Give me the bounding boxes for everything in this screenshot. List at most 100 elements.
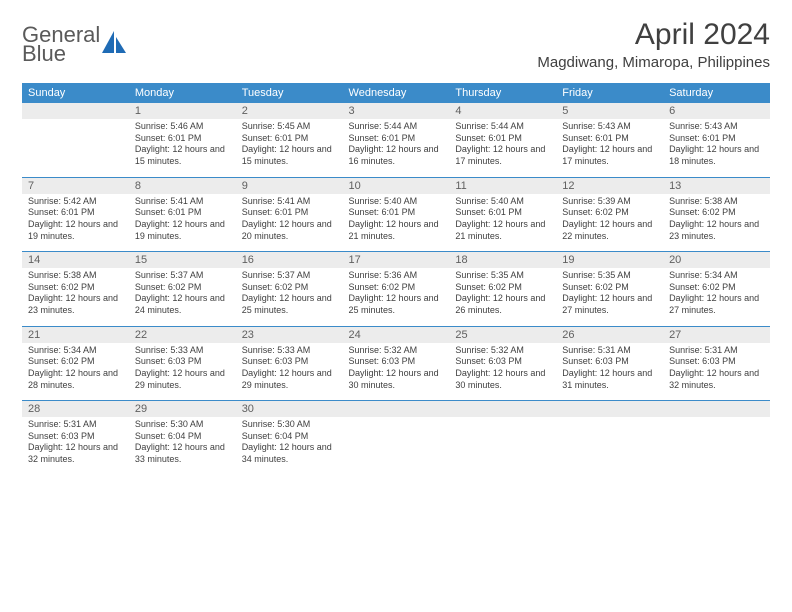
day-detail-line: Sunset: 6:03 PM	[28, 431, 123, 443]
weekday-header: Thursday	[449, 83, 556, 103]
day-cell: Sunrise: 5:31 AMSunset: 6:03 PMDaylight:…	[663, 343, 770, 401]
day-detail-line: Sunrise: 5:32 AM	[349, 345, 444, 357]
day-detail-line: Sunrise: 5:46 AM	[135, 121, 230, 133]
weekday-header: Monday	[129, 83, 236, 103]
page-header: General Blue April 2024 Magdiwang, Mimar…	[22, 18, 770, 71]
day-cell: Sunrise: 5:40 AMSunset: 6:01 PMDaylight:…	[449, 194, 556, 252]
day-detail-line: Daylight: 12 hours and 32 minutes.	[669, 368, 764, 391]
day-number: 16	[236, 252, 343, 268]
day-number: 12	[556, 178, 663, 194]
day-cell: Sunrise: 5:31 AMSunset: 6:03 PMDaylight:…	[556, 343, 663, 401]
day-number: 26	[556, 327, 663, 343]
day-number	[663, 401, 770, 417]
day-detail-line: Daylight: 12 hours and 25 minutes.	[242, 293, 337, 316]
day-detail-line: Sunset: 6:01 PM	[135, 207, 230, 219]
day-detail-line: Daylight: 12 hours and 16 minutes.	[349, 144, 444, 167]
day-detail-line: Sunrise: 5:36 AM	[349, 270, 444, 282]
day-cell	[449, 417, 556, 475]
brand-text: General Blue	[22, 26, 100, 63]
day-number: 25	[449, 327, 556, 343]
day-detail-line: Sunset: 6:02 PM	[455, 282, 550, 294]
day-detail-line: Sunset: 6:02 PM	[28, 282, 123, 294]
day-number: 18	[449, 252, 556, 268]
day-detail-line: Sunset: 6:01 PM	[135, 133, 230, 145]
day-detail-line: Daylight: 12 hours and 29 minutes.	[135, 368, 230, 391]
day-detail-line: Sunrise: 5:34 AM	[669, 270, 764, 282]
day-cell	[556, 417, 663, 475]
day-detail-line: Daylight: 12 hours and 15 minutes.	[135, 144, 230, 167]
day-number: 23	[236, 327, 343, 343]
day-detail-line: Sunrise: 5:31 AM	[562, 345, 657, 357]
day-cell: Sunrise: 5:32 AMSunset: 6:03 PMDaylight:…	[449, 343, 556, 401]
day-cell: Sunrise: 5:37 AMSunset: 6:02 PMDaylight:…	[236, 268, 343, 326]
location-text: Magdiwang, Mimaropa, Philippines	[537, 54, 770, 71]
day-content-row: Sunrise: 5:34 AMSunset: 6:02 PMDaylight:…	[22, 343, 770, 401]
day-number: 6	[663, 103, 770, 119]
day-number	[556, 401, 663, 417]
day-cell: Sunrise: 5:44 AMSunset: 6:01 PMDaylight:…	[449, 119, 556, 177]
day-content-row: Sunrise: 5:42 AMSunset: 6:01 PMDaylight:…	[22, 194, 770, 252]
day-detail-line: Sunrise: 5:31 AM	[669, 345, 764, 357]
day-cell: Sunrise: 5:43 AMSunset: 6:01 PMDaylight:…	[663, 119, 770, 177]
day-number: 4	[449, 103, 556, 119]
day-detail-line: Daylight: 12 hours and 31 minutes.	[562, 368, 657, 391]
day-detail-line: Daylight: 12 hours and 27 minutes.	[669, 293, 764, 316]
day-cell: Sunrise: 5:41 AMSunset: 6:01 PMDaylight:…	[129, 194, 236, 252]
day-detail-line: Sunset: 6:01 PM	[349, 207, 444, 219]
day-detail-line: Daylight: 12 hours and 28 minutes.	[28, 368, 123, 391]
day-detail-line: Sunset: 6:03 PM	[669, 356, 764, 368]
day-detail-line: Sunset: 6:01 PM	[28, 207, 123, 219]
day-detail-line: Daylight: 12 hours and 20 minutes.	[242, 219, 337, 242]
day-number	[22, 103, 129, 119]
calendar-body: 123456Sunrise: 5:46 AMSunset: 6:01 PMDay…	[22, 103, 770, 475]
day-number: 22	[129, 327, 236, 343]
day-detail-line: Sunrise: 5:30 AM	[135, 419, 230, 431]
day-cell: Sunrise: 5:37 AMSunset: 6:02 PMDaylight:…	[129, 268, 236, 326]
day-detail-line: Sunrise: 5:33 AM	[242, 345, 337, 357]
day-detail-line: Daylight: 12 hours and 19 minutes.	[28, 219, 123, 242]
day-cell: Sunrise: 5:38 AMSunset: 6:02 PMDaylight:…	[22, 268, 129, 326]
day-detail-line: Daylight: 12 hours and 29 minutes.	[242, 368, 337, 391]
day-detail-line: Sunrise: 5:41 AM	[242, 196, 337, 208]
day-number: 1	[129, 103, 236, 119]
day-detail-line: Sunset: 6:01 PM	[455, 133, 550, 145]
day-detail-line: Daylight: 12 hours and 21 minutes.	[349, 219, 444, 242]
day-detail-line: Sunset: 6:04 PM	[135, 431, 230, 443]
day-cell: Sunrise: 5:38 AMSunset: 6:02 PMDaylight:…	[663, 194, 770, 252]
day-detail-line: Sunset: 6:02 PM	[349, 282, 444, 294]
day-detail-line: Sunrise: 5:44 AM	[455, 121, 550, 133]
day-detail-line: Daylight: 12 hours and 17 minutes.	[455, 144, 550, 167]
day-cell: Sunrise: 5:34 AMSunset: 6:02 PMDaylight:…	[663, 268, 770, 326]
day-cell: Sunrise: 5:30 AMSunset: 6:04 PMDaylight:…	[236, 417, 343, 475]
day-cell: Sunrise: 5:46 AMSunset: 6:01 PMDaylight:…	[129, 119, 236, 177]
day-detail-line: Daylight: 12 hours and 32 minutes.	[28, 442, 123, 465]
calendar-table: Sunday Monday Tuesday Wednesday Thursday…	[22, 83, 770, 475]
day-number: 15	[129, 252, 236, 268]
weekday-header: Tuesday	[236, 83, 343, 103]
weekday-header-row: Sunday Monday Tuesday Wednesday Thursday…	[22, 83, 770, 103]
day-detail-line: Sunset: 6:01 PM	[669, 133, 764, 145]
title-block: April 2024 Magdiwang, Mimaropa, Philippi…	[537, 18, 770, 71]
day-number: 5	[556, 103, 663, 119]
day-number-row: 282930	[22, 401, 770, 417]
day-detail-line: Sunrise: 5:33 AM	[135, 345, 230, 357]
day-detail-line: Sunset: 6:01 PM	[562, 133, 657, 145]
day-cell: Sunrise: 5:30 AMSunset: 6:04 PMDaylight:…	[129, 417, 236, 475]
day-number: 8	[129, 178, 236, 194]
day-cell: Sunrise: 5:43 AMSunset: 6:01 PMDaylight:…	[556, 119, 663, 177]
sail-icon	[102, 31, 128, 58]
day-cell: Sunrise: 5:44 AMSunset: 6:01 PMDaylight:…	[343, 119, 450, 177]
day-number: 29	[129, 401, 236, 417]
day-detail-line: Sunrise: 5:38 AM	[28, 270, 123, 282]
day-number: 24	[343, 327, 450, 343]
day-number: 14	[22, 252, 129, 268]
day-detail-line: Sunrise: 5:40 AM	[349, 196, 444, 208]
day-number: 20	[663, 252, 770, 268]
day-number: 28	[22, 401, 129, 417]
day-content-row: Sunrise: 5:31 AMSunset: 6:03 PMDaylight:…	[22, 417, 770, 475]
day-cell	[22, 119, 129, 177]
day-content-row: Sunrise: 5:38 AMSunset: 6:02 PMDaylight:…	[22, 268, 770, 326]
day-detail-line: Sunset: 6:02 PM	[28, 356, 123, 368]
day-detail-line: Sunrise: 5:41 AM	[135, 196, 230, 208]
day-detail-line: Sunset: 6:01 PM	[242, 133, 337, 145]
